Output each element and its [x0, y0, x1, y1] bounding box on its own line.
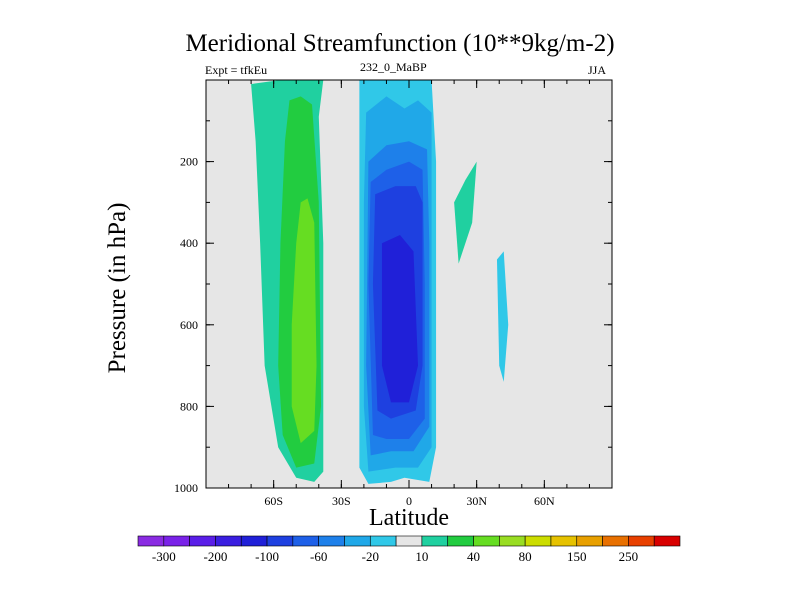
colorbar-swatch — [369, 535, 397, 547]
colorbar-swatch — [318, 535, 345, 547]
colorbar-swatch — [447, 535, 474, 547]
colorbar-swatch — [653, 535, 681, 547]
colorbar-label: -300 — [152, 549, 176, 564]
colorbar-label: 40 — [467, 549, 480, 564]
northern-negative-strip-contour-0 — [496, 251, 509, 382]
southern-positive-cell-contour-2 — [291, 198, 317, 444]
northern-positive-blob-contour-0 — [454, 161, 477, 264]
colorbar-label: 250 — [619, 549, 639, 564]
y-tick-label: 600 — [180, 318, 198, 332]
colorbar-swatch — [628, 535, 655, 547]
x-tick-label: 60N — [534, 494, 555, 508]
chart-title: Meridional Streamfunction (10**9kg/m-2) — [185, 30, 615, 57]
colorbar-label: 80 — [519, 549, 532, 564]
x-tick-label: 60S — [264, 494, 283, 508]
colorbar-swatch — [473, 535, 500, 547]
colorbar-label: -60 — [310, 549, 327, 564]
colorbar-swatch — [395, 535, 423, 547]
colorbar-label: 10 — [415, 549, 428, 564]
colorbar-swatch — [292, 535, 319, 547]
y-tick-label: 1000 — [174, 481, 198, 495]
colorbar-label: -20 — [362, 549, 379, 564]
colorbar-swatch — [215, 535, 242, 547]
x-tick-label: 30S — [332, 494, 351, 508]
x-tick-label: 0 — [406, 494, 412, 508]
colorbar-swatch — [524, 535, 552, 547]
colorbar-label: -100 — [255, 549, 279, 564]
colorbar-swatch — [189, 535, 216, 547]
colorbar-swatch — [499, 535, 526, 547]
season-label: JJA — [588, 63, 607, 77]
colorbar-swatch — [421, 535, 449, 547]
colorbar-swatch — [550, 535, 578, 547]
y-tick-label: 400 — [180, 236, 198, 250]
colorbar-swatch — [344, 535, 371, 547]
colorbar-swatch — [602, 535, 629, 547]
colorbar-swatch — [163, 535, 190, 547]
x-tick-label: 30N — [466, 494, 487, 508]
southern-negative-cell-contour-5 — [381, 235, 419, 403]
period-label: 232_0_MaBP — [360, 60, 427, 74]
contour-layer — [251, 80, 509, 484]
experiment-label: Expt = tfkEu — [205, 63, 268, 77]
colorbar-swatch — [266, 535, 294, 547]
colorbar-label: 150 — [567, 549, 587, 564]
y-tick-label: 200 — [180, 155, 198, 169]
colorbar-swatch — [137, 535, 165, 547]
y-tick-label: 800 — [180, 399, 198, 413]
colorbar-swatch — [576, 535, 603, 547]
x-axis-label: Latitude — [369, 505, 449, 531]
colorbar-label: -200 — [204, 549, 228, 564]
colorbar-swatch — [240, 535, 268, 547]
